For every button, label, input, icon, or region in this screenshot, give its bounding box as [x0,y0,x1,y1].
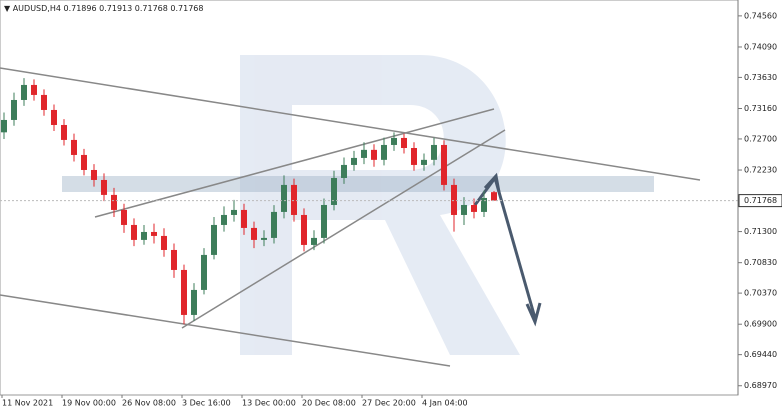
candle-body [111,194,117,210]
y-tick-label: 0.74090 [744,42,777,51]
candle-body [171,249,177,270]
y-tick-label: 0.72700 [744,134,777,143]
y-tick-label: 0.69440 [744,350,777,359]
candle-body [161,235,167,250]
candle-body [31,84,37,95]
trend-lines [0,67,701,367]
candle-body [371,149,377,160]
current-price-box [738,194,782,208]
resistance-zone [62,176,654,192]
candle-body [231,209,237,215]
candle-body [321,204,327,238]
candle-body [441,144,447,185]
candle-body [401,137,407,149]
x-tick-label: 26 Nov 08:00 [122,399,176,408]
candle-body [71,139,77,155]
open: 0.71896 [63,4,96,13]
x-tick-label: 13 Dec 00:00 [242,399,296,408]
candle-body [1,119,7,133]
y-tick-label: 0.68970 [744,381,777,390]
candle-body [91,169,97,180]
candle-body [471,204,477,212]
candle-body [341,164,347,178]
candle-body [301,214,307,245]
close: 0.71768 [170,4,203,13]
x-tick-label: 27 Dec 20:00 [362,399,416,408]
x-tick-label: 20 Dec 08:00 [302,399,356,408]
candle-body [331,177,337,205]
x-tick-label: 11 Nov 2021 [2,399,53,408]
candle-body [41,94,47,110]
candle-body [281,184,287,212]
header: ▼ AUDUSD,H4 0.71896 0.71913 0.71768 0.71… [4,4,204,13]
y-tick-label: 0.71300 [744,227,777,236]
forecast-arrow [473,172,542,327]
x-tick-label: 19 Nov 00:00 [62,399,116,408]
candle-body [191,289,197,315]
y-tick-label: 0.72230 [744,166,777,175]
candle-body [271,211,277,238]
candle-body [391,137,397,145]
candle-body [141,231,147,240]
candle-body [11,99,17,120]
candle-body [261,237,267,240]
x-tick-label: 3 Dec 16:00 [182,399,231,408]
candle-body [181,269,187,315]
candle-body [411,148,417,165]
y-tick-label: 0.70830 [744,258,777,267]
candle-body [381,144,387,160]
candle-body [201,254,207,290]
candle-body [81,154,87,170]
candle-body [481,197,487,212]
candle-body [431,144,437,160]
y-tick-label: 0.74560 [744,11,777,20]
candle-body [491,192,497,201]
candle-body [151,231,157,236]
candle-body [131,224,137,240]
candle-body [61,124,67,140]
candle-body [351,157,357,165]
candle-body [421,159,427,165]
y-tick-label: 0.69900 [744,320,777,329]
current-price-label: 0.71768 [744,196,777,205]
candle-body [461,204,467,215]
header-arrow: ▼ [4,4,13,13]
high: 0.71913 [99,4,132,13]
candle-body [451,184,457,215]
low: 0.71768 [135,4,168,13]
candle-body [361,149,367,158]
candle-body [21,84,27,100]
candle-body [291,184,297,215]
x-tick-label: 4 Jan 04:00 [422,399,468,408]
candle-body [221,214,227,225]
candle-body [311,237,317,245]
y-tick-label: 0.70370 [744,289,777,298]
candle-body [251,227,257,240]
candle-body [101,179,107,195]
symbol: AUDUSD,H4 [13,4,61,13]
y-tick-label: 0.73160 [744,104,777,113]
candle-body [121,209,127,225]
candle-body [211,224,217,255]
candle-body [241,209,247,228]
candle-body [51,109,57,125]
y-tick-label: 0.73630 [744,73,777,82]
